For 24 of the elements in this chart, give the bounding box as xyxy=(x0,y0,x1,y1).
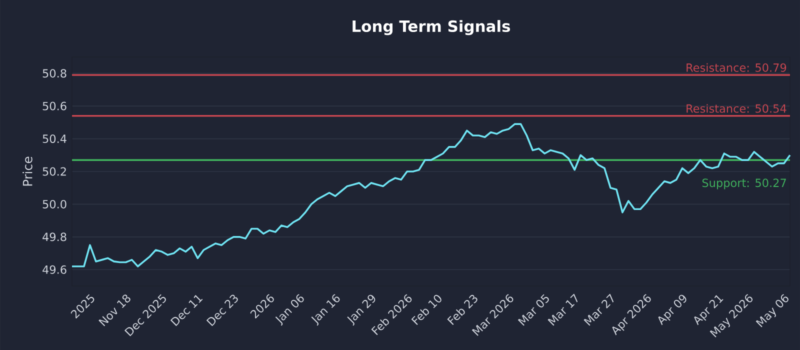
y-tick-label: 49.8 xyxy=(42,232,66,242)
ref-line-label: Resistance: 50.54 xyxy=(686,104,786,113)
x-tick-label: Jan 16 xyxy=(311,294,340,326)
y-tick-label: 50.0 xyxy=(42,200,66,208)
x-tick-label: Mar 27 xyxy=(584,294,614,326)
x-tick-label: Jan 29 xyxy=(347,294,376,326)
ref-line-label: Support: 50.27 xyxy=(702,178,786,190)
x-tick-label: Feb 10 xyxy=(411,294,442,326)
y-tick-label: 50.2 xyxy=(42,167,66,176)
x-tick-label: Feb 23 xyxy=(447,294,478,326)
y-axis-title: Price xyxy=(22,156,32,186)
x-tick-label: Mar 05 xyxy=(518,294,549,326)
x-tick-label: Dec 23 xyxy=(206,294,238,326)
x-tick-label: Jan 06 xyxy=(275,294,304,326)
x-tick-label: Dec 11 xyxy=(170,295,203,326)
y-tick-label: 50.8 xyxy=(42,69,66,78)
ref-line-label: Resistance: 50.79 xyxy=(686,63,786,72)
y-tick-label: 50.4 xyxy=(42,134,66,144)
y-tick-label: 49.6 xyxy=(42,265,66,274)
x-tick-label: Apr 09 xyxy=(658,294,686,326)
y-tick-label: 50.6 xyxy=(42,102,66,110)
x-tick-label: Mar 17 xyxy=(548,294,578,326)
chart-title: Long Term Signals xyxy=(352,20,510,36)
x-tick-label: Nov 18 xyxy=(98,294,130,326)
